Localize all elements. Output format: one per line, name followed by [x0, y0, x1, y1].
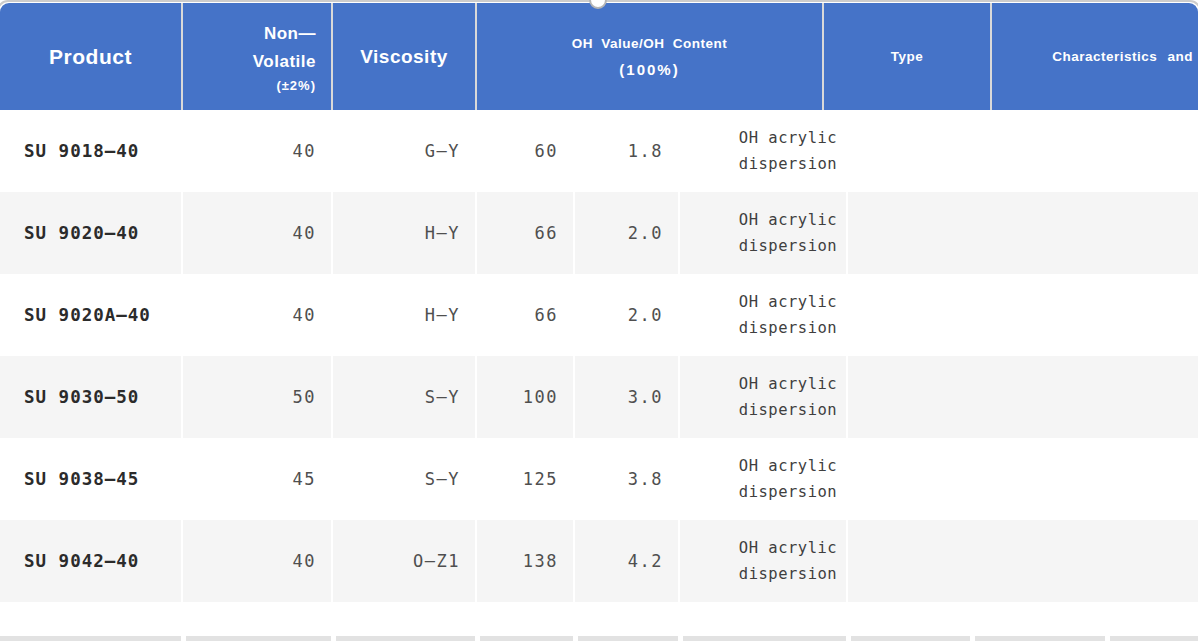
product-name: SU 9020—40	[24, 223, 139, 243]
cell-oh-content: 2.0	[575, 274, 680, 356]
cell-characteristics	[848, 356, 1198, 438]
col-header-characteristics: Characteristics and Application	[992, 3, 1198, 110]
col-header-viscosity: Viscosity	[333, 3, 477, 110]
cell-type: OH acrylic dispersion	[680, 520, 848, 602]
cell-viscosity: G—Y	[333, 110, 477, 192]
product-name: SU 9018—40	[24, 141, 139, 161]
col-header-non-volatile: Non— Volatile (±2%)	[183, 3, 333, 110]
cell-oh-content: 4.2	[575, 520, 680, 602]
divider-notch	[846, 636, 851, 641]
cell-characteristics	[848, 274, 1198, 356]
table-row[interactable]: SU 9030—50 50 S—Y 100 3.0 OH acrylic dis…	[0, 356, 1198, 438]
type-line2: dispersion	[739, 233, 837, 259]
type-line2: dispersion	[739, 561, 837, 587]
product-name: SU 9038—45	[24, 469, 139, 489]
col-header-product-label: Product	[49, 45, 132, 69]
cell-oh-value: 66	[477, 192, 575, 274]
cell-product: SU 9038—45	[0, 438, 183, 520]
cell-viscosity: H—Y	[333, 192, 477, 274]
table-row[interactable]: SU 9038—45 45 S—Y 125 3.8 OH acrylic dis…	[0, 438, 1198, 520]
type-line1: OH acrylic	[739, 289, 837, 315]
divider-notch	[475, 636, 480, 641]
cell-non-volatile: 40	[183, 110, 333, 192]
table-body: SU 9018—40 40 G—Y 60 1.8 OH acrylic disp…	[0, 110, 1198, 602]
table-row[interactable]: SU 9018—40 40 G—Y 60 1.8 OH acrylic disp…	[0, 110, 1198, 192]
type-line1: OH acrylic	[739, 207, 837, 233]
type-line2: dispersion	[739, 315, 837, 341]
page-background: Product Non— Volatile (±2%) Viscosity OH…	[0, 0, 1198, 641]
type-line1: OH acrylic	[739, 125, 837, 151]
table-row[interactable]: SU 9042—40 40 O—Z1 138 4.2 OH acrylic di…	[0, 520, 1198, 602]
type-line1: OH acrylic	[739, 371, 837, 397]
type-line2: dispersion	[739, 479, 837, 505]
cell-oh-value: 125	[477, 438, 575, 520]
divider-notch	[181, 636, 186, 641]
cell-characteristics	[848, 520, 1198, 602]
type-line2: dispersion	[739, 397, 837, 423]
cell-viscosity: H—Y	[333, 274, 477, 356]
col-header-type: Type	[824, 3, 992, 110]
cell-type: OH acrylic dispersion	[680, 192, 848, 274]
type-line1: OH acrylic	[739, 535, 837, 561]
col-header-non-volatile-tolerance: (±2%)	[276, 78, 316, 93]
divider-notch	[331, 636, 336, 641]
col-header-characteristics-label: Characteristics and Application	[1052, 49, 1198, 64]
cell-product: SU 9020A—40	[0, 274, 183, 356]
cell-product: SU 9020—40	[0, 192, 183, 274]
cell-viscosity: S—Y	[333, 438, 477, 520]
cell-viscosity: S—Y	[333, 356, 477, 438]
cell-type: OH acrylic dispersion	[680, 274, 848, 356]
divider-notch	[1105, 636, 1110, 641]
table-row[interactable]: SU 9020A—40 40 H—Y 66 2.0 OH acrylic dis…	[0, 274, 1198, 356]
cell-oh-content: 1.8	[575, 110, 680, 192]
cell-type: OH acrylic dispersion	[680, 438, 848, 520]
cell-characteristics	[848, 110, 1198, 192]
cell-type: OH acrylic dispersion	[680, 110, 848, 192]
oh-value-title: OH Value/OH Content	[572, 31, 728, 57]
cell-oh-value: 138	[477, 520, 575, 602]
type-line1: OH acrylic	[739, 453, 837, 479]
cell-oh-value: 100	[477, 356, 575, 438]
product-spec-table[interactable]: Product Non— Volatile (±2%) Viscosity OH…	[0, 3, 1198, 602]
cell-oh-value: 60	[477, 110, 575, 192]
cell-product: SU 9018—40	[0, 110, 183, 192]
product-name: SU 9020A—40	[24, 305, 151, 325]
col-header-viscosity-label: Viscosity	[360, 46, 448, 68]
cell-non-volatile: 40	[183, 274, 333, 356]
divider-notch	[678, 636, 683, 641]
col-header-type-label: Type	[891, 49, 924, 64]
cell-product: SU 9042—40	[0, 520, 183, 602]
table-row[interactable]: SU 9020—40 40 H—Y 66 2.0 OH acrylic disp…	[0, 192, 1198, 274]
cell-non-volatile: 45	[183, 438, 333, 520]
col-header-product: Product	[0, 3, 183, 110]
cell-characteristics	[848, 192, 1198, 274]
non-volatile-line1: Non—	[264, 24, 316, 43]
cell-oh-value: 66	[477, 274, 575, 356]
cell-oh-content: 3.8	[575, 438, 680, 520]
cell-viscosity: O—Z1	[333, 520, 477, 602]
cell-non-volatile: 40	[183, 520, 333, 602]
non-volatile-line2: Volatile	[253, 52, 316, 71]
cell-type: OH acrylic dispersion	[680, 356, 848, 438]
cell-characteristics	[848, 438, 1198, 520]
cell-oh-content: 3.0	[575, 356, 680, 438]
cell-non-volatile: 40	[183, 192, 333, 274]
cell-non-volatile: 50	[183, 356, 333, 438]
next-table-top-edge	[0, 636, 1198, 641]
table-header-row: Product Non— Volatile (±2%) Viscosity OH…	[0, 3, 1198, 110]
divider-notch	[573, 636, 578, 641]
cell-oh-content: 2.0	[575, 192, 680, 274]
oh-value-basis: (100%)	[619, 57, 679, 83]
col-header-non-volatile-label: Non— Volatile	[253, 20, 316, 76]
cell-product: SU 9030—50	[0, 356, 183, 438]
type-line2: dispersion	[739, 151, 837, 177]
divider-notch	[970, 636, 975, 641]
product-name: SU 9042—40	[24, 551, 139, 571]
product-name: SU 9030—50	[24, 387, 139, 407]
col-header-oh-value: OH Value/OH Content (100%)	[477, 3, 824, 110]
